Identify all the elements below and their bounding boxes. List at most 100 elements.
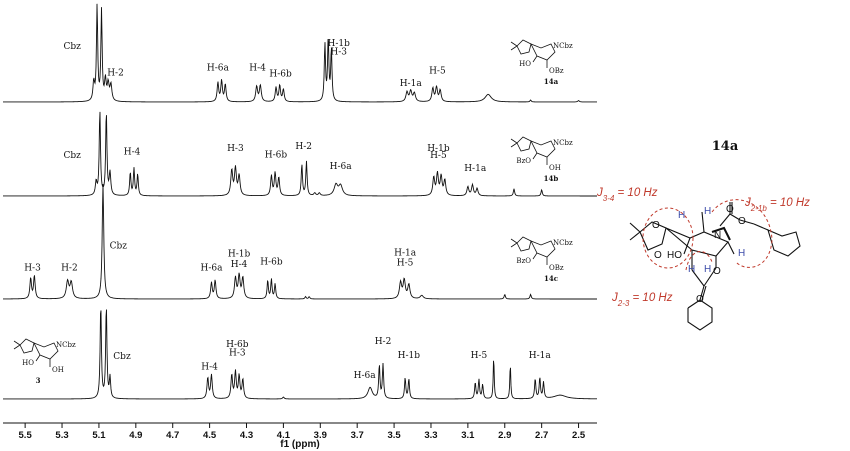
peak-label: H-5 [397,259,414,269]
acetal-ring [517,137,531,151]
x-tick-label: 3.3 [424,430,437,441]
spectrum-trace-14b [3,112,597,196]
x-tick-label: 5.1 [92,430,106,441]
methyl-bond [511,46,517,50]
atom-o-ester-carbonyl: O [696,294,704,305]
peak-label: H-1a [400,79,423,89]
x-tick-label: 3.5 [387,430,401,441]
structure-o3-substituent: BzO [516,257,531,265]
structure-o3-substituent: HO [22,359,34,367]
structure-nitrogen-label: NCbz [553,42,573,50]
atom-o-carbonyl: O [726,204,734,215]
structure-o2-substituent: OBz [549,264,564,272]
x-tick-label: 5.3 [55,430,68,441]
acetal-ring [20,339,34,353]
structure-o3-substituent: BzO [516,157,531,165]
spectrum-trace-14c [3,184,597,299]
coupling-label-j23: J2-3 = 10 Hz [611,292,673,308]
methyl-bond [511,139,517,143]
structure-nitrogen-label: NCbz [553,239,573,247]
peak-label: H-3 [330,48,347,58]
peak-label: H-6a [207,64,230,74]
x-tick-label: 4.9 [129,430,142,441]
atom-n: N [714,230,721,241]
x-tick-label: 3.1 [461,430,475,441]
structure-id: 14b [544,174,559,183]
substituent-bond [36,355,40,361]
structure-14c: NCbz BzO OBz 14c [511,237,573,283]
methyl-bond [511,42,517,46]
methyl-bond [14,345,20,349]
peak-label: Cbz [64,151,82,161]
x-axis: 5.5 5.3 5.1 4.9 4.7 4.5 4.3 4.1 3.9 3.7 3.5 3.3 3.1 2… [3,423,597,450]
structure-id: 14a [544,77,559,86]
conformer-14a: 14a J3-4 = 10 Hz J2-1b = 10 Hz J2-3 = 10… [596,139,810,330]
peak-label: Cbz [110,241,128,251]
x-tick-label: 2.9 [498,430,511,441]
peak-label: H-1b [228,249,251,259]
peak-label: H-1a [464,164,487,174]
atom-o-acetal-1: O [652,220,660,231]
structure-o2-substituent: OH [52,366,64,374]
x-tick-label: 2.5 [572,430,586,441]
hydrogen-h1a: H [704,264,711,275]
piperidine-ring [531,241,555,257]
acetal-ring [517,237,531,251]
piperidine-ring [531,141,555,157]
x-tick-label: 5.5 [19,430,33,441]
coupling-label-j34: J3-4 = 10 Hz [596,187,658,203]
peak-label: H-1a [394,248,417,258]
hydrogen-h2: H [704,206,711,217]
x-axis-title: f1 (ppm) [280,439,319,450]
x-tick-label: 3.7 [351,430,364,441]
substituent-bond [533,153,537,159]
spectrum-trace-3 [3,310,597,399]
structure-insets: NCbzHOOBz14aNCbzBzOOH14bNCbzBzOOBz14cNCb… [14,40,573,385]
peak-label: H-5 [430,151,447,161]
spectrum-trace-14a [3,4,597,102]
peak-label: H-6b [269,69,292,79]
peak-label: H-1a [529,351,552,361]
x-tick-label: 4.3 [240,430,253,441]
peak-label: H-3 [229,348,246,358]
structure-nitrogen-label: NCbz [56,341,76,349]
substituent-bond [533,56,537,62]
peak-label: H-2 [295,142,312,152]
methyl-bond [511,239,517,243]
structure-nitrogen-label: NCbz [553,139,573,147]
stacked-spectra [3,4,597,399]
peak-label: Cbz [113,352,131,362]
atom-o-carbamate: O [738,216,746,227]
x-tick-label: 2.7 [535,430,548,441]
peak-label: H-6a [330,162,353,172]
structure-o2-substituent: OBz [549,67,564,75]
hydrogen-h3: H [678,210,685,221]
methyl-bond [511,143,517,147]
peak-label: Cbz [64,42,82,52]
x-tick-label: 4.5 [203,430,217,441]
peak-label: H-5 [471,351,488,361]
peak-label: H-3 [227,144,244,154]
structure-o2-substituent: OH [549,164,561,172]
peak-label: H-6b [265,150,288,160]
peak-label: H-6a [201,263,224,273]
structure-3: NCbz HO OH 3 [14,339,76,385]
peak-label: H-4 [124,148,141,158]
structure-14a: NCbzHOOBz14a [511,40,573,86]
structure-id: 3 [36,376,41,385]
peak-label: H-4 [231,260,248,270]
peak-label: H-6b [260,258,283,268]
substituent-bond [533,253,537,259]
x-tick-label: 4.7 [166,430,179,441]
hydrogen-h1b: H [738,248,745,259]
peak-label: H-5 [429,67,446,77]
structure-14b: NCbz BzO OH 14b [511,137,573,183]
piperidine-ring [531,44,555,60]
acetal-ring [517,40,531,54]
peak-label: H-2 [107,68,124,78]
peak-label: H-2 [61,263,78,273]
methyl-bond [14,341,20,345]
peak-label: H-2 [375,337,392,347]
atom-ho: HO [667,250,682,261]
